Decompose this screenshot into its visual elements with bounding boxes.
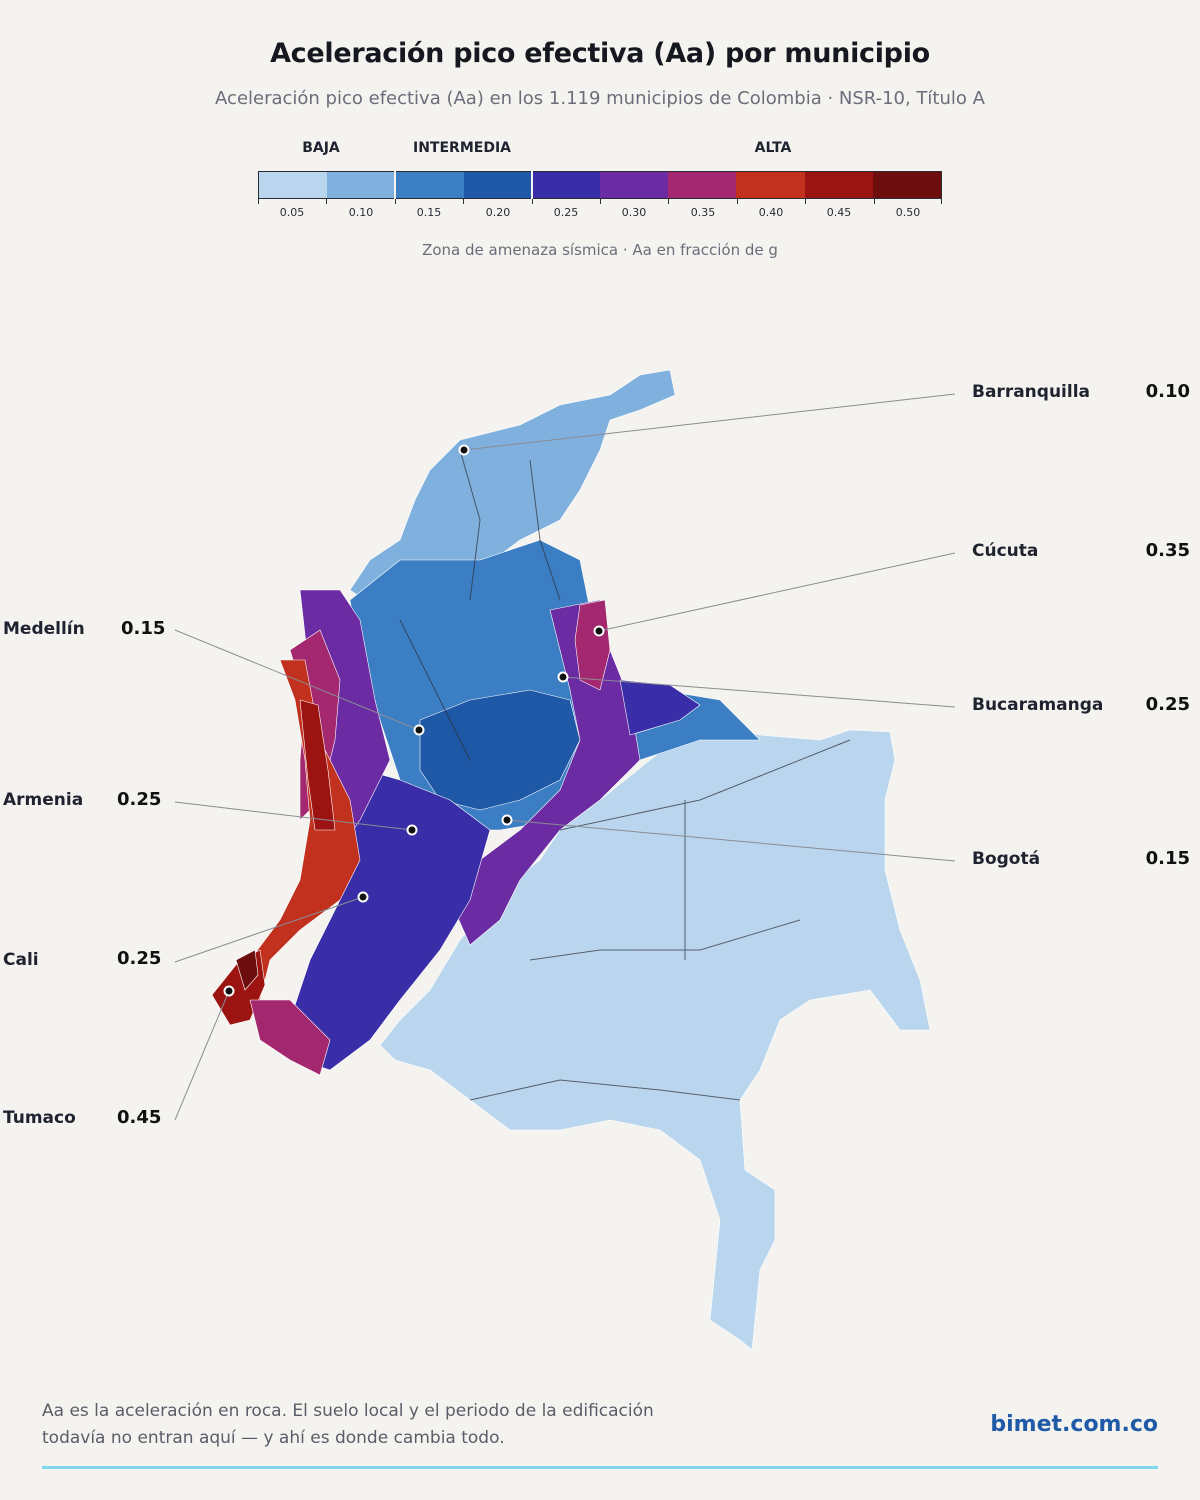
legend-tick xyxy=(395,199,396,204)
legend-tick xyxy=(258,199,259,204)
callout-value-bogota: 0.15 xyxy=(1145,848,1190,869)
callout-value-bucaramanga: 0.25 xyxy=(1145,694,1190,715)
legend-tick-label: 0.30 xyxy=(621,206,647,219)
legend-tick xyxy=(805,199,806,204)
legend-tick-label: 0.05 xyxy=(279,206,305,219)
legend-tick xyxy=(600,199,601,204)
legend-tick-label: 0.20 xyxy=(485,206,511,219)
legend-tick-label: 0.10 xyxy=(348,206,374,219)
city-marker-cali xyxy=(357,891,369,903)
department-boundary xyxy=(399,619,471,761)
map-subtitle: Aceleración pico efectiva (Aa) en los 1.… xyxy=(215,88,985,109)
legend-group-alta: ALTA xyxy=(754,140,792,156)
callout-value-cucuta: 0.35 xyxy=(1145,540,1190,561)
region-narino xyxy=(249,999,331,1076)
legend-color-ramp xyxy=(258,171,942,199)
callout-label-bucaramanga: Bucaramanga xyxy=(972,695,1104,715)
department-boundary xyxy=(469,1079,741,1101)
city-marker-bogota xyxy=(501,814,513,826)
region-andes-oriental xyxy=(419,689,581,811)
colombia-map xyxy=(174,369,956,1351)
color-legend: BAJA INTERMEDIA ALTA 0.05 0.10 0.15 0.20… xyxy=(258,140,942,240)
callout-label-medellin: Medellín xyxy=(3,619,85,639)
legend-tick xyxy=(941,199,942,204)
legend-tick-label: 0.45 xyxy=(826,206,852,219)
callout-label-bogota: Bogotá xyxy=(972,849,1041,869)
callout-label-tumaco: Tumaco xyxy=(3,1108,76,1128)
city-marker-medellin xyxy=(413,724,425,736)
brand-link[interactable]: bimet.com.co xyxy=(990,1412,1158,1437)
legend-tick-label: 0.35 xyxy=(690,206,716,219)
legend-swatch-050 xyxy=(872,172,942,198)
callout-value-tumaco: 0.45 xyxy=(117,1107,162,1128)
legend-swatch-035 xyxy=(668,172,737,198)
legend-divider xyxy=(394,171,396,199)
legend-tick xyxy=(532,199,533,204)
leader-line-tumaco xyxy=(174,990,230,1121)
legend-swatch-040 xyxy=(736,172,805,198)
legend-swatch-010 xyxy=(327,172,396,198)
region-cucuta xyxy=(574,599,611,691)
city-marker-armenia xyxy=(406,824,418,836)
department-boundary xyxy=(459,449,481,601)
callout-value-cali: 0.25 xyxy=(117,948,162,969)
callout-label-cali: Cali xyxy=(3,950,39,970)
legend-tick xyxy=(463,199,464,204)
legend-group-baja: BAJA xyxy=(302,140,340,156)
legend-tick-label: 0.15 xyxy=(416,206,442,219)
callout-label-cucuta: Cúcuta xyxy=(972,541,1039,561)
legend-swatch-030 xyxy=(600,172,669,198)
leader-line-bogota xyxy=(506,819,956,862)
city-marker-cucuta xyxy=(593,625,605,637)
region-narino-costa xyxy=(235,949,259,991)
leader-line-barranquilla xyxy=(463,393,956,451)
legend-swatch-045 xyxy=(804,172,873,198)
callout-label-barranquilla: Barranquilla xyxy=(972,382,1090,402)
leader-line-bucaramanga xyxy=(562,676,956,708)
legend-tick-label: 0.40 xyxy=(758,206,784,219)
callout-value-medellin: 0.15 xyxy=(121,618,166,639)
leader-line-medellin xyxy=(174,629,420,731)
legend-tick xyxy=(668,199,669,204)
leader-line-armenia xyxy=(174,801,413,831)
leader-line-cali xyxy=(174,896,364,963)
callout-value-barranquilla: 0.10 xyxy=(1145,381,1190,402)
legend-tick xyxy=(874,199,875,204)
department-boundary xyxy=(529,919,801,961)
city-marker-bucaramanga xyxy=(557,671,569,683)
legend-swatch-015 xyxy=(395,172,464,198)
map-title: Aceleración pico efectiva (Aa) por munic… xyxy=(270,38,930,69)
legend-divider xyxy=(531,171,533,199)
leader-line-cucuta xyxy=(598,552,956,632)
legend-note: Zona de amenaza sísmica · Aa en fracción… xyxy=(422,241,778,259)
legend-tick-label: 0.50 xyxy=(895,206,921,219)
region-caribe xyxy=(349,369,676,611)
legend-tick xyxy=(326,199,327,204)
region-pacifico-costa xyxy=(299,699,336,831)
legend-tick xyxy=(737,199,738,204)
legend-swatch-020 xyxy=(463,172,532,198)
legend-group-intermedia: INTERMEDIA xyxy=(413,140,511,156)
city-marker-barranquilla xyxy=(458,444,470,456)
city-marker-tumaco xyxy=(223,985,235,997)
footer-rule xyxy=(42,1466,1158,1469)
callout-value-armenia: 0.25 xyxy=(117,789,162,810)
legend-swatch-005 xyxy=(259,172,328,198)
footnote: Aa es la aceleración en roca. El suelo l… xyxy=(42,1401,654,1448)
department-boundary xyxy=(559,739,851,831)
callout-label-armenia: Armenia xyxy=(3,790,84,810)
legend-tick-label: 0.25 xyxy=(553,206,579,219)
department-boundary xyxy=(529,459,561,601)
legend-swatch-025 xyxy=(531,172,601,198)
